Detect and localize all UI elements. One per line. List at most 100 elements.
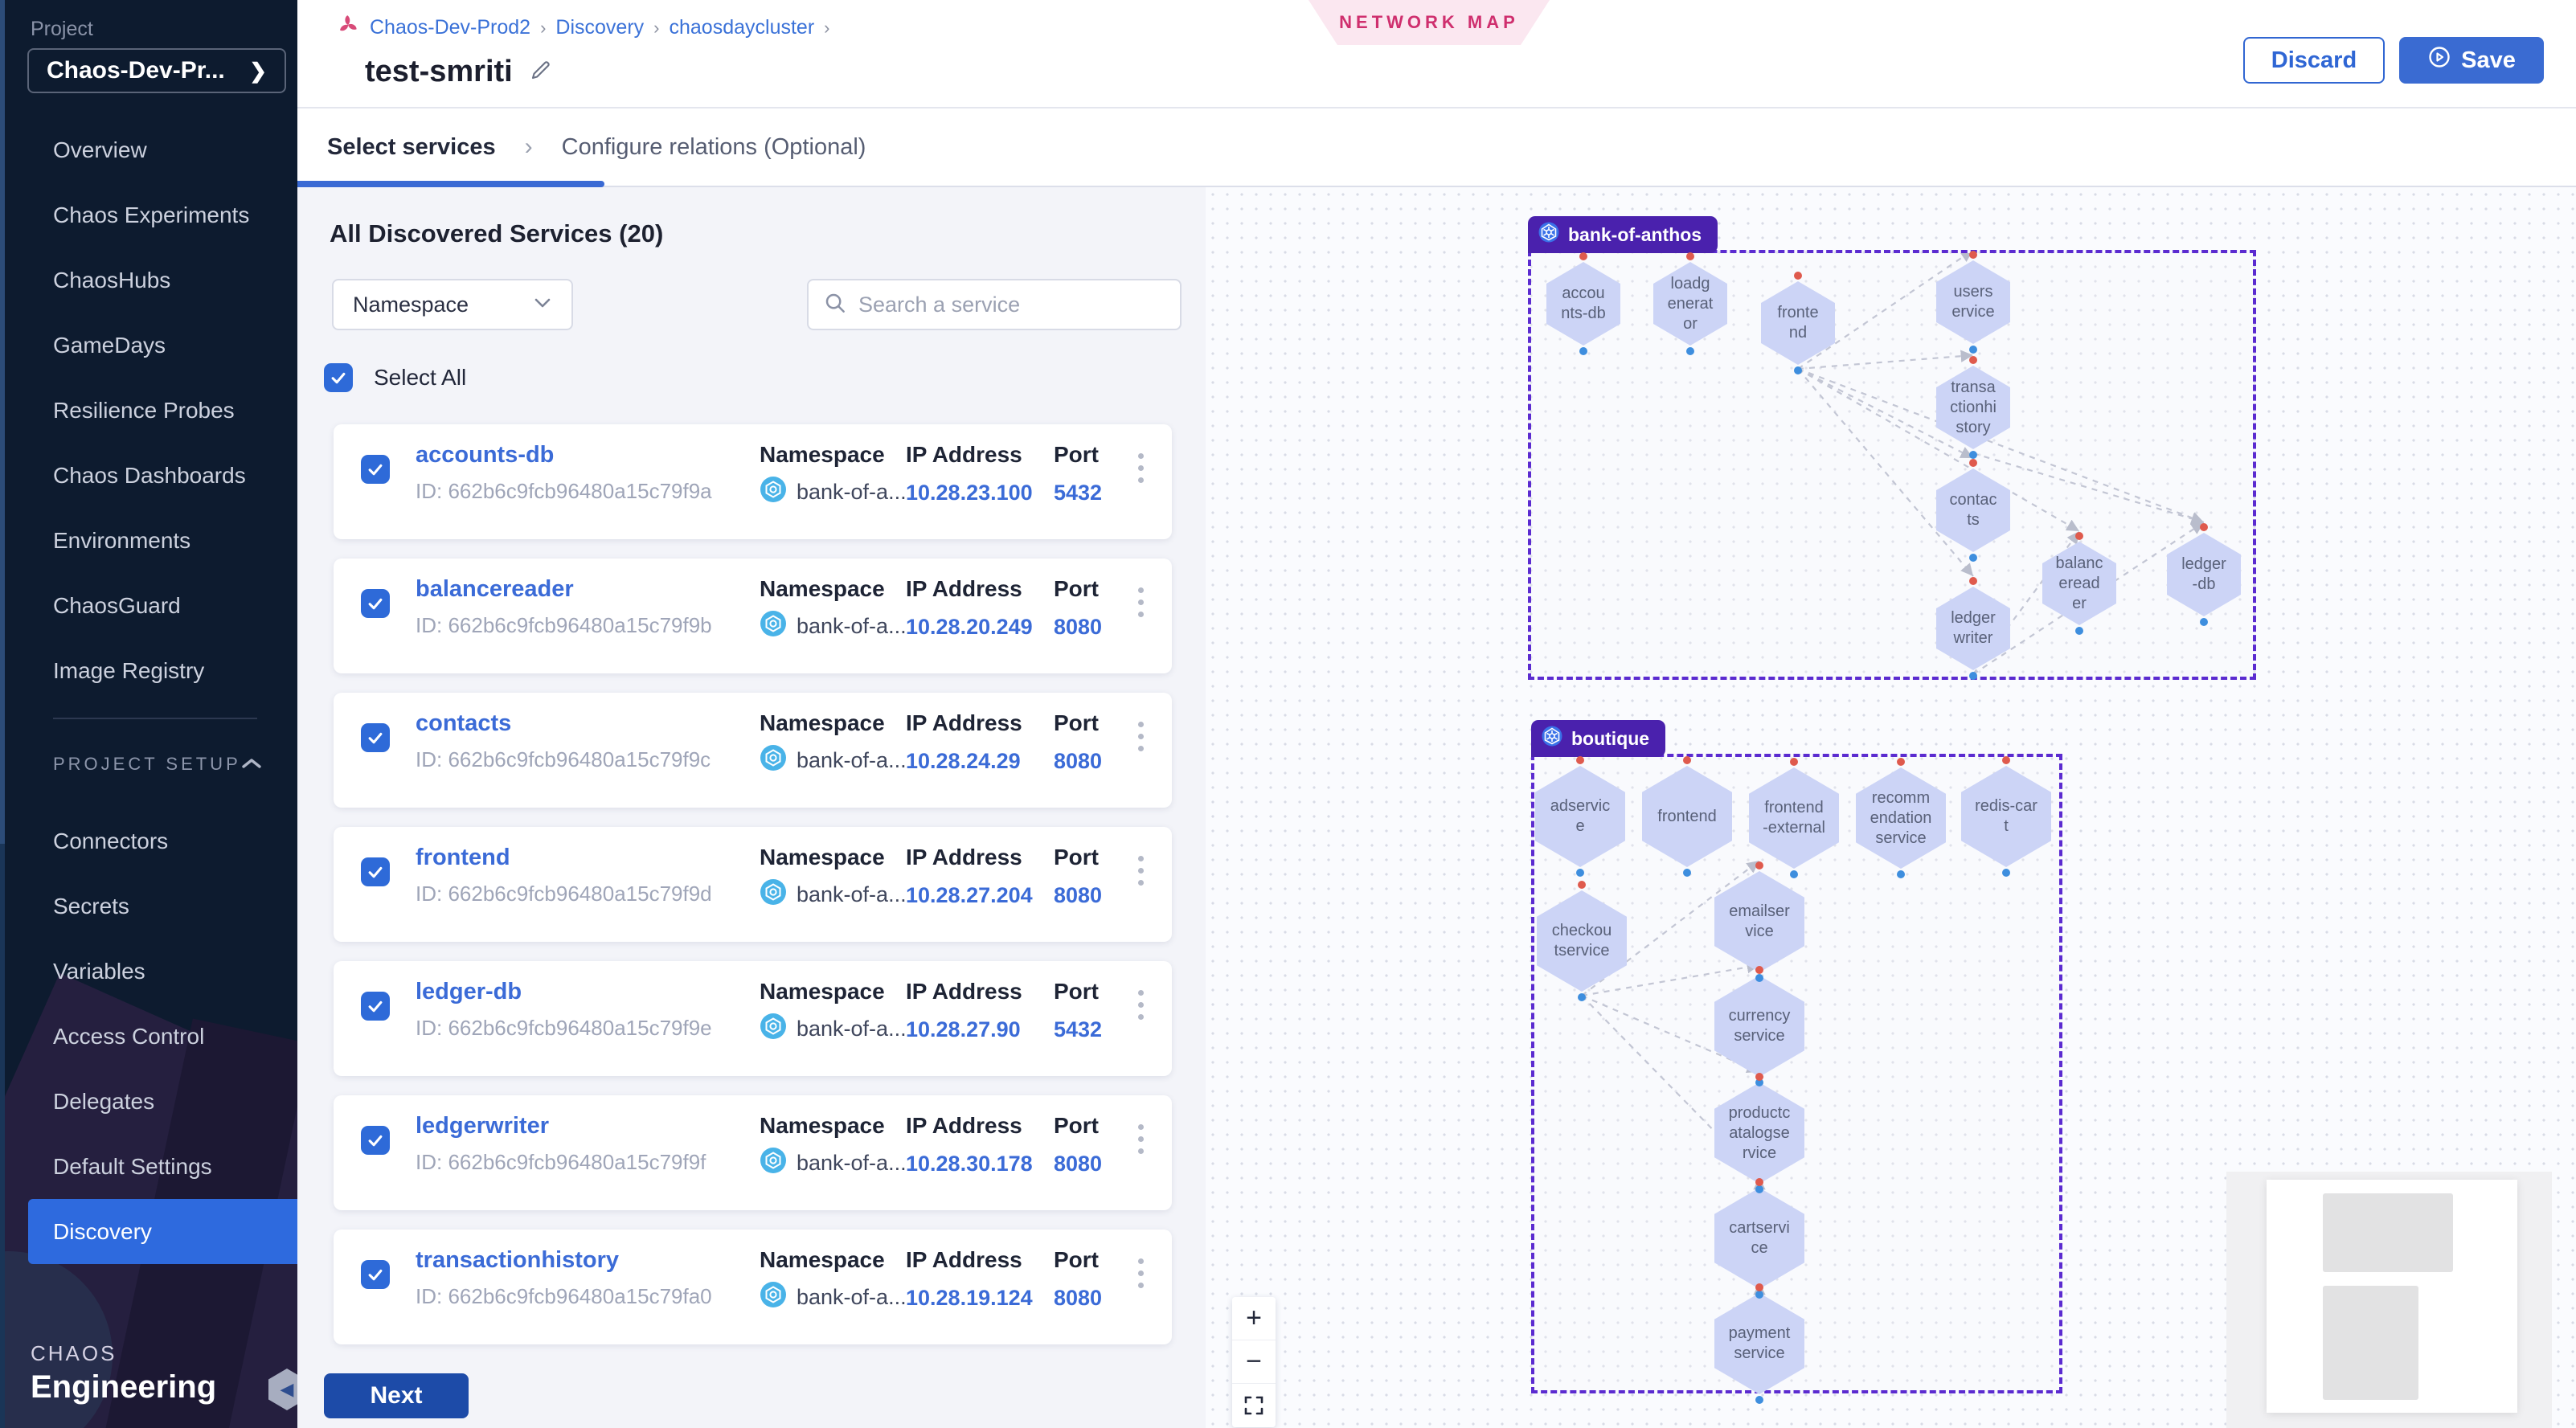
sidebar-item-default-settings[interactable]: Default Settings — [53, 1154, 212, 1179]
cluster-badge-boutique[interactable]: boutique — [1531, 720, 1666, 757]
sidebar-item-connectors[interactable]: Connectors — [53, 829, 169, 853]
sidebar-item-chaos-dashboards[interactable]: Chaos Dashboards — [53, 463, 246, 488]
kebab-menu-icon[interactable] — [1133, 851, 1149, 890]
sidebar-item-gamedays[interactable]: GameDays — [53, 333, 166, 358]
kebab-menu-icon[interactable] — [1133, 717, 1149, 756]
sidebar-item-environments[interactable]: Environments — [53, 528, 191, 553]
search-input[interactable] — [858, 292, 1165, 317]
service-ip[interactable]: 10.28.30.178 — [906, 1152, 1033, 1176]
service-node-adservice[interactable]: adservice — [1535, 766, 1625, 867]
service-id: ID: 662b6c9fcb96480a15c79f9c — [416, 747, 711, 771]
select-all-checkbox[interactable] — [324, 363, 353, 392]
sidebar-item-image-registry[interactable]: Image Registry — [53, 658, 205, 683]
service-name-link[interactable]: contacts — [416, 710, 512, 736]
sidebar-item-chaosguard[interactable]: ChaosGuard — [53, 593, 181, 618]
breadcrumb-project[interactable]: Chaos-Dev-Prod2 — [370, 16, 531, 39]
service-node-ledgerwriter[interactable]: ledgerwriter — [1936, 587, 2010, 670]
service-node-productcatalogservice[interactable]: productcatalogservice — [1714, 1082, 1804, 1184]
service-node-recommendationservice[interactable]: recommendationservice — [1856, 767, 1946, 869]
service-checkbox[interactable] — [361, 589, 390, 618]
service-checkbox[interactable] — [361, 1260, 390, 1289]
service-checkbox[interactable] — [361, 455, 390, 484]
breadcrumb-discovery[interactable]: Discovery — [555, 16, 645, 39]
service-node-frontend[interactable]: frontend — [1642, 766, 1732, 867]
service-node-userservice[interactable]: userservice — [1936, 260, 2010, 344]
zoom-in-button[interactable]: + — [1232, 1297, 1276, 1340]
service-node-cartservice[interactable]: cartservice — [1714, 1188, 1804, 1289]
sidebar-item-resilience-probes[interactable]: Resilience Probes — [53, 398, 235, 423]
sidebar-item-secrets[interactable]: Secrets — [53, 894, 129, 919]
kebab-menu-icon[interactable] — [1133, 1254, 1149, 1293]
service-node-emailservice[interactable]: emailservice — [1714, 871, 1804, 972]
service-checkbox[interactable] — [361, 992, 390, 1021]
project-selector[interactable]: Chaos-Dev-Pr... ❯ — [27, 48, 286, 93]
service-node-ledger-db[interactable]: ledger-db — [2167, 533, 2241, 616]
sidebar-item-discovery[interactable]: Discovery — [28, 1199, 297, 1264]
node-outbound-dot — [1579, 347, 1587, 355]
service-checkbox[interactable] — [361, 723, 390, 752]
service-node-label: emailservice — [1729, 902, 1790, 940]
tab-configure-relations[interactable]: Configure relations (Optional) — [561, 133, 866, 160]
service-node-accounts-db[interactable]: accounts-db — [1546, 262, 1620, 346]
sidebar-item-overview[interactable]: Overview — [53, 137, 147, 162]
discard-button[interactable]: Discard — [2243, 37, 2385, 84]
service-node-checkoutservice[interactable]: checkoutservice — [1537, 890, 1627, 992]
column-header-ip: IP Address — [906, 710, 1022, 735]
service-name-link[interactable]: accounts-db — [416, 442, 555, 468]
service-id: ID: 662b6c9fcb96480a15c79f9b — [416, 613, 712, 637]
service-node-contacts[interactable]: contacts — [1936, 468, 2010, 552]
tab-select-services[interactable]: Select services — [327, 133, 496, 160]
service-ip[interactable]: 10.28.27.90 — [906, 1017, 1021, 1041]
edit-title-icon[interactable] — [529, 58, 553, 86]
fullscreen-button[interactable] — [1232, 1384, 1276, 1427]
sidebar-item-chaoshubs[interactable]: ChaosHubs — [53, 268, 171, 293]
service-node-label: balancereader — [2055, 554, 2103, 612]
sidebar-item-access-control[interactable]: Access Control — [53, 1024, 205, 1049]
kebab-menu-icon[interactable] — [1133, 1119, 1149, 1159]
column-header-ip: IP Address — [906, 979, 1022, 1004]
service-node-loadgenerator[interactable]: loadgenerator — [1653, 262, 1727, 346]
zoom-out-button[interactable]: − — [1232, 1340, 1276, 1384]
service-name-link[interactable]: frontend — [416, 845, 510, 870]
service-node-transactionhistory[interactable]: transactionhistory — [1936, 366, 2010, 449]
service-name-link[interactable]: ledgerwriter — [416, 1113, 549, 1139]
breadcrumb-cluster[interactable]: chaosdaycluster — [669, 16, 815, 39]
service-node-paymentservice[interactable]: paymentservice — [1714, 1293, 1804, 1394]
sidebar-item-chaos-experiments[interactable]: Chaos Experiments — [53, 203, 250, 227]
select-all[interactable]: Select All — [324, 363, 466, 392]
save-button[interactable]: Save — [2399, 37, 2544, 84]
network-map[interactable]: + − bank-of-anthos accounts-db loadgenerat… — [1206, 187, 2576, 1428]
node-inbound-dot — [1969, 251, 1977, 259]
next-button[interactable]: Next — [324, 1373, 469, 1418]
kebab-menu-icon[interactable] — [1133, 583, 1149, 622]
service-ip[interactable]: 10.28.19.124 — [906, 1286, 1033, 1310]
sidebar-item-delegates[interactable]: Delegates — [53, 1089, 155, 1114]
node-outbound-dot — [1578, 993, 1586, 1001]
sidebar-item-variables[interactable]: Variables — [53, 959, 145, 984]
kebab-menu-icon[interactable] — [1133, 985, 1149, 1025]
service-name-link[interactable]: transactionhistory — [416, 1247, 619, 1273]
service-name-link[interactable]: balancereader — [416, 576, 574, 602]
service-checkbox[interactable] — [361, 1126, 390, 1155]
service-name-link[interactable]: ledger-db — [416, 979, 522, 1005]
namespace-icon — [760, 476, 787, 509]
service-card: frontend ID: 662b6c9fcb96480a15c79f9d Na… — [334, 827, 1172, 942]
service-node-frontend-external[interactable]: frontend-external — [1749, 767, 1839, 869]
service-node-redis-cart[interactable]: redis-cart — [1961, 766, 2051, 867]
namespace-icon — [760, 744, 787, 777]
service-ip[interactable]: 10.28.27.204 — [906, 883, 1033, 907]
service-card: transactionhistory ID: 662b6c9fcb96480a1… — [334, 1230, 1172, 1344]
project-setup-section[interactable]: PROJECT SETUP — [53, 754, 262, 775]
service-node-currencyservice[interactable]: currencyservice — [1714, 976, 1804, 1077]
breadcrumb-separator: › — [540, 17, 547, 38]
service-checkbox[interactable] — [361, 857, 390, 886]
service-ip[interactable]: 10.28.20.249 — [906, 615, 1033, 639]
cluster-badge-bank-of-anthos[interactable]: bank-of-anthos — [1528, 216, 1718, 253]
node-inbound-dot — [1578, 881, 1586, 889]
service-node-frontend[interactable]: frontend — [1761, 281, 1835, 365]
namespace-filter-select[interactable]: Namespace — [332, 279, 573, 330]
service-ip[interactable]: 10.28.23.100 — [906, 481, 1033, 505]
service-node-balancereader[interactable]: balancereader — [2042, 542, 2116, 625]
kebab-menu-icon[interactable] — [1133, 448, 1149, 488]
service-ip[interactable]: 10.28.24.29 — [906, 749, 1021, 773]
